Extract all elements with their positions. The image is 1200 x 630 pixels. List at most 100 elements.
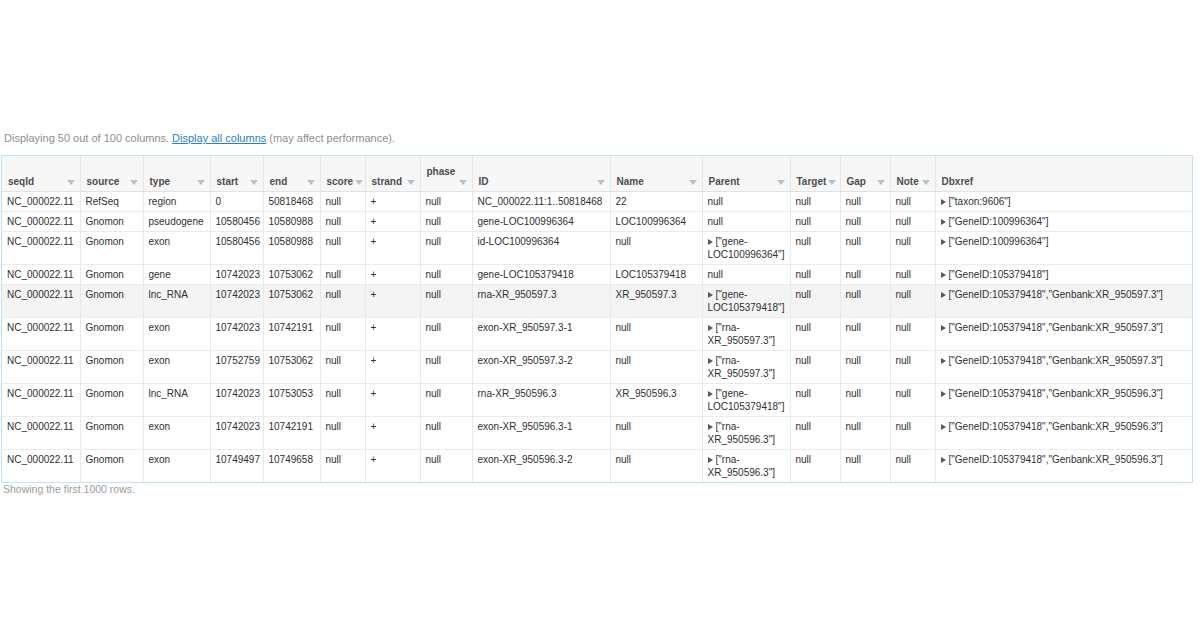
cell-gap[interactable]: null (840, 231, 890, 264)
cell-end[interactable]: 10753053 (263, 383, 320, 416)
cell-start[interactable]: 10752759 (210, 350, 263, 383)
column-header-strand[interactable]: strand (365, 156, 420, 191)
cell-gap[interactable]: null (840, 264, 890, 284)
cell-id[interactable]: exon-XR_950597.3-1 (472, 317, 610, 350)
cell-score[interactable]: null (320, 449, 365, 482)
cell-start[interactable]: 10580456 (210, 211, 263, 231)
cell-start[interactable]: 10742023 (210, 416, 263, 449)
cell-dbxref[interactable]: ["GeneID:105379418","Genbank:XR_950596.3… (935, 449, 1192, 482)
cell-score[interactable]: null (320, 191, 365, 211)
sort-dropdown-icon[interactable] (250, 180, 258, 185)
expand-array-icon[interactable] (941, 239, 946, 245)
cell-source[interactable]: Gnomon (80, 449, 143, 482)
cell-name[interactable]: XR_950596.3 (610, 383, 702, 416)
cell-type[interactable]: lnc_RNA (143, 383, 210, 416)
cell-strand[interactable]: + (365, 416, 420, 449)
cell-parent[interactable]: ["gene-LOC100996364"] (702, 231, 790, 264)
cell-id[interactable]: gene-LOC105379418 (472, 264, 610, 284)
cell-note[interactable]: null (890, 264, 935, 284)
cell-target[interactable]: null (790, 350, 840, 383)
sort-dropdown-icon[interactable] (197, 180, 205, 185)
cell-end[interactable]: 10580988 (263, 231, 320, 264)
cell-strand[interactable]: + (365, 449, 420, 482)
cell-target[interactable]: null (790, 416, 840, 449)
cell-seqid[interactable]: NC_000022.11 (2, 449, 80, 482)
cell-source[interactable]: RefSeq (80, 191, 143, 211)
cell-id[interactable]: exon-XR_950596.3-1 (472, 416, 610, 449)
cell-phase[interactable]: null (420, 449, 472, 482)
cell-source[interactable]: Gnomon (80, 317, 143, 350)
cell-name[interactable]: null (610, 449, 702, 482)
expand-array-icon[interactable] (941, 292, 946, 298)
cell-start[interactable]: 10742023 (210, 284, 263, 317)
cell-dbxref[interactable]: ["GeneID:100996364"] (935, 211, 1192, 231)
cell-start[interactable]: 10742023 (210, 317, 263, 350)
cell-gap[interactable]: null (840, 449, 890, 482)
column-header-source[interactable]: source (80, 156, 143, 191)
cell-score[interactable]: null (320, 284, 365, 317)
cell-note[interactable]: null (890, 284, 935, 317)
cell-end[interactable]: 50818468 (263, 191, 320, 211)
cell-target[interactable]: null (790, 449, 840, 482)
cell-dbxref[interactable]: ["GeneID:105379418","Genbank:XR_950597.3… (935, 284, 1192, 317)
cell-id[interactable]: gene-LOC100996364 (472, 211, 610, 231)
cell-note[interactable]: null (890, 449, 935, 482)
expand-array-icon[interactable] (941, 457, 946, 463)
cell-score[interactable]: null (320, 416, 365, 449)
cell-end[interactable]: 10753062 (263, 264, 320, 284)
expand-array-icon[interactable] (941, 358, 946, 364)
cell-phase[interactable]: null (420, 350, 472, 383)
cell-parent[interactable]: ["gene-LOC105379418"] (702, 383, 790, 416)
cell-parent[interactable]: ["rna-XR_950596.3"] (702, 416, 790, 449)
cell-seqid[interactable]: NC_000022.11 (2, 416, 80, 449)
column-header-parent[interactable]: Parent (702, 156, 790, 191)
cell-name[interactable]: null (610, 317, 702, 350)
expand-array-icon[interactable] (941, 272, 946, 278)
cell-gap[interactable]: null (840, 284, 890, 317)
sort-dropdown-icon[interactable] (597, 180, 605, 185)
cell-name[interactable]: null (610, 231, 702, 264)
cell-source[interactable]: Gnomon (80, 211, 143, 231)
cell-parent[interactable]: ["rna-XR_950597.3"] (702, 317, 790, 350)
cell-name[interactable]: 22 (610, 191, 702, 211)
sort-dropdown-icon[interactable] (922, 180, 930, 185)
cell-target[interactable]: null (790, 191, 840, 211)
cell-gap[interactable]: null (840, 350, 890, 383)
cell-parent[interactable]: ["rna-XR_950597.3"] (702, 350, 790, 383)
cell-id[interactable]: exon-XR_950597.3-2 (472, 350, 610, 383)
cell-score[interactable]: null (320, 264, 365, 284)
cell-id[interactable]: exon-XR_950596.3-2 (472, 449, 610, 482)
cell-target[interactable]: null (790, 317, 840, 350)
sort-dropdown-icon[interactable] (828, 180, 836, 185)
cell-strand[interactable]: + (365, 211, 420, 231)
column-header-seqid[interactable]: seqId (2, 156, 80, 191)
cell-strand[interactable]: + (365, 383, 420, 416)
cell-score[interactable]: null (320, 211, 365, 231)
expand-array-icon[interactable] (708, 424, 713, 430)
cell-type[interactable]: gene (143, 264, 210, 284)
expand-array-icon[interactable] (941, 219, 946, 225)
column-header-score[interactable]: score (320, 156, 365, 191)
cell-source[interactable]: Gnomon (80, 383, 143, 416)
cell-gap[interactable]: null (840, 191, 890, 211)
column-header-end[interactable]: end (263, 156, 320, 191)
cell-target[interactable]: null (790, 383, 840, 416)
cell-strand[interactable]: + (365, 231, 420, 264)
cell-end[interactable]: 10753062 (263, 284, 320, 317)
cell-type[interactable]: exon (143, 449, 210, 482)
sort-dropdown-icon[interactable] (355, 180, 363, 185)
cell-phase[interactable]: null (420, 191, 472, 211)
cell-dbxref[interactable]: ["GeneID:105379418","Genbank:XR_950597.3… (935, 317, 1192, 350)
cell-note[interactable]: null (890, 383, 935, 416)
expand-array-icon[interactable] (708, 358, 713, 364)
cell-parent[interactable]: null (702, 191, 790, 211)
cell-name[interactable]: XR_950597.3 (610, 284, 702, 317)
sort-dropdown-icon[interactable] (777, 180, 785, 185)
expand-array-icon[interactable] (708, 325, 713, 331)
cell-parent[interactable]: null (702, 211, 790, 231)
cell-phase[interactable]: null (420, 284, 472, 317)
cell-gap[interactable]: null (840, 211, 890, 231)
cell-strand[interactable]: + (365, 317, 420, 350)
cell-parent[interactable]: ["rna-XR_950596.3"] (702, 449, 790, 482)
cell-score[interactable]: null (320, 350, 365, 383)
